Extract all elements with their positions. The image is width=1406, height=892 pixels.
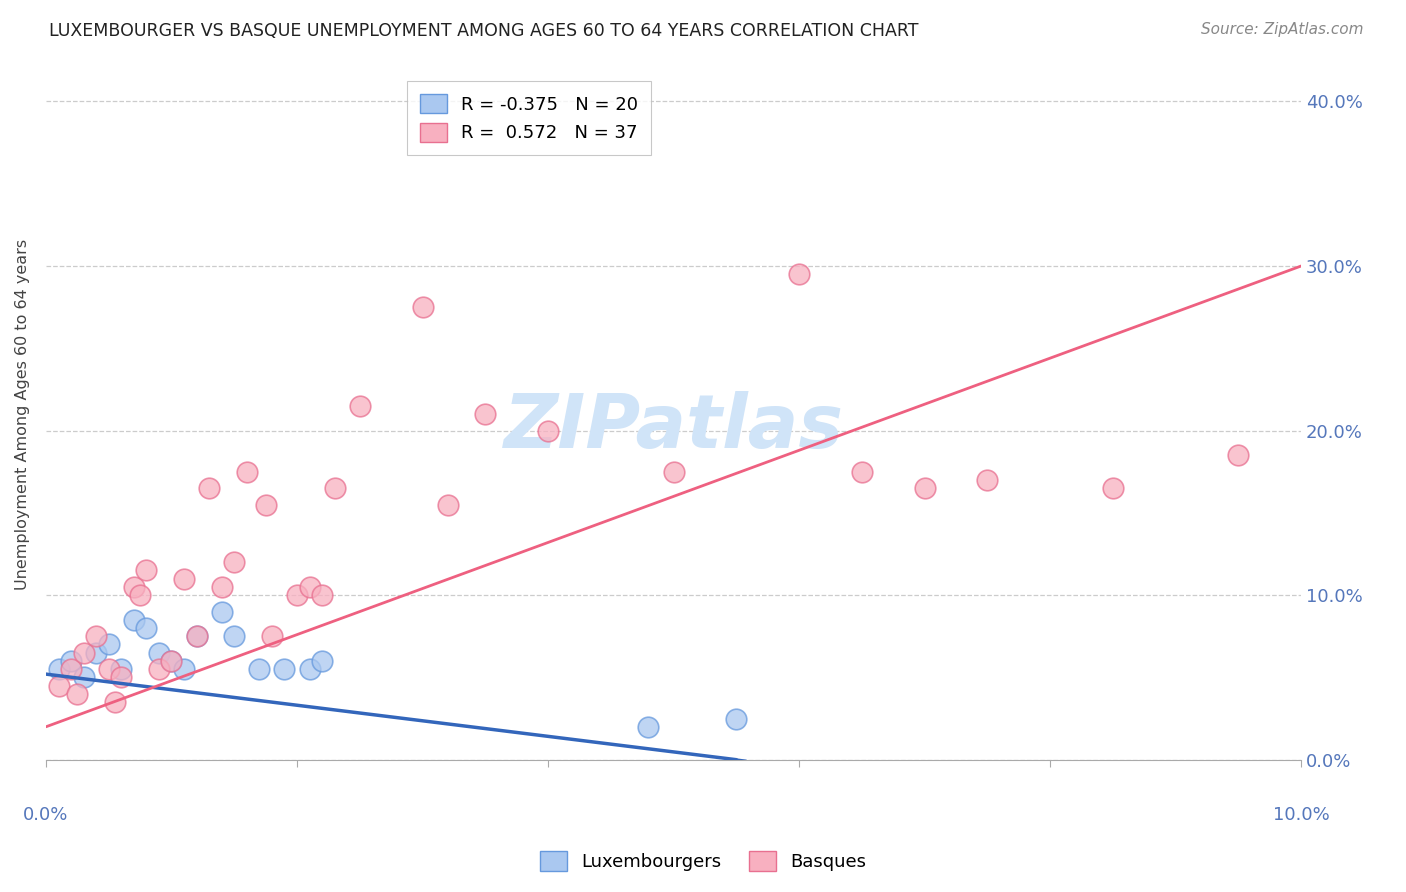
Point	[1102, 481, 1125, 495]
Point	[537, 424, 560, 438]
Point	[285, 588, 308, 602]
Point	[211, 580, 233, 594]
Point	[186, 629, 208, 643]
Point	[122, 580, 145, 594]
Point	[148, 646, 170, 660]
Point	[260, 629, 283, 643]
Point	[914, 481, 936, 495]
Legend: Luxembourgers, Basques: Luxembourgers, Basques	[533, 844, 873, 879]
Point	[298, 580, 321, 594]
Text: ZIPatlas: ZIPatlas	[503, 392, 844, 465]
Point	[48, 662, 70, 676]
Text: 0.0%: 0.0%	[24, 805, 69, 824]
Point	[273, 662, 295, 676]
Point	[135, 621, 157, 635]
Point	[97, 638, 120, 652]
Point	[851, 465, 873, 479]
Point	[298, 662, 321, 676]
Point	[637, 720, 659, 734]
Point	[48, 679, 70, 693]
Point	[97, 662, 120, 676]
Point	[323, 481, 346, 495]
Text: Source: ZipAtlas.com: Source: ZipAtlas.com	[1201, 22, 1364, 37]
Point	[72, 670, 94, 684]
Point	[662, 465, 685, 479]
Point	[72, 646, 94, 660]
Point	[412, 300, 434, 314]
Point	[311, 588, 333, 602]
Point	[84, 629, 107, 643]
Point	[104, 695, 127, 709]
Point	[110, 670, 132, 684]
Point	[236, 465, 259, 479]
Point	[160, 654, 183, 668]
Point	[224, 555, 246, 569]
Point	[160, 654, 183, 668]
Point	[1227, 448, 1250, 462]
Point	[66, 687, 89, 701]
Point	[211, 605, 233, 619]
Point	[247, 662, 270, 676]
Point	[148, 662, 170, 676]
Point	[122, 613, 145, 627]
Point	[135, 564, 157, 578]
Legend: R = -0.375   N = 20, R =  0.572   N = 37: R = -0.375 N = 20, R = 0.572 N = 37	[408, 81, 651, 155]
Point	[976, 473, 998, 487]
Text: LUXEMBOURGER VS BASQUE UNEMPLOYMENT AMONG AGES 60 TO 64 YEARS CORRELATION CHART: LUXEMBOURGER VS BASQUE UNEMPLOYMENT AMON…	[49, 22, 918, 40]
Point	[173, 662, 195, 676]
Point	[110, 662, 132, 676]
Point	[60, 662, 83, 676]
Point	[725, 712, 748, 726]
Y-axis label: Unemployment Among Ages 60 to 64 years: Unemployment Among Ages 60 to 64 years	[15, 238, 30, 590]
Point	[173, 572, 195, 586]
Text: 10.0%: 10.0%	[1272, 805, 1330, 824]
Point	[474, 407, 496, 421]
Point	[787, 267, 810, 281]
Point	[254, 498, 277, 512]
Point	[198, 481, 221, 495]
Point	[129, 588, 152, 602]
Point	[349, 399, 371, 413]
Point	[224, 629, 246, 643]
Point	[311, 654, 333, 668]
Point	[84, 646, 107, 660]
Point	[186, 629, 208, 643]
Point	[436, 498, 458, 512]
Point	[60, 654, 83, 668]
